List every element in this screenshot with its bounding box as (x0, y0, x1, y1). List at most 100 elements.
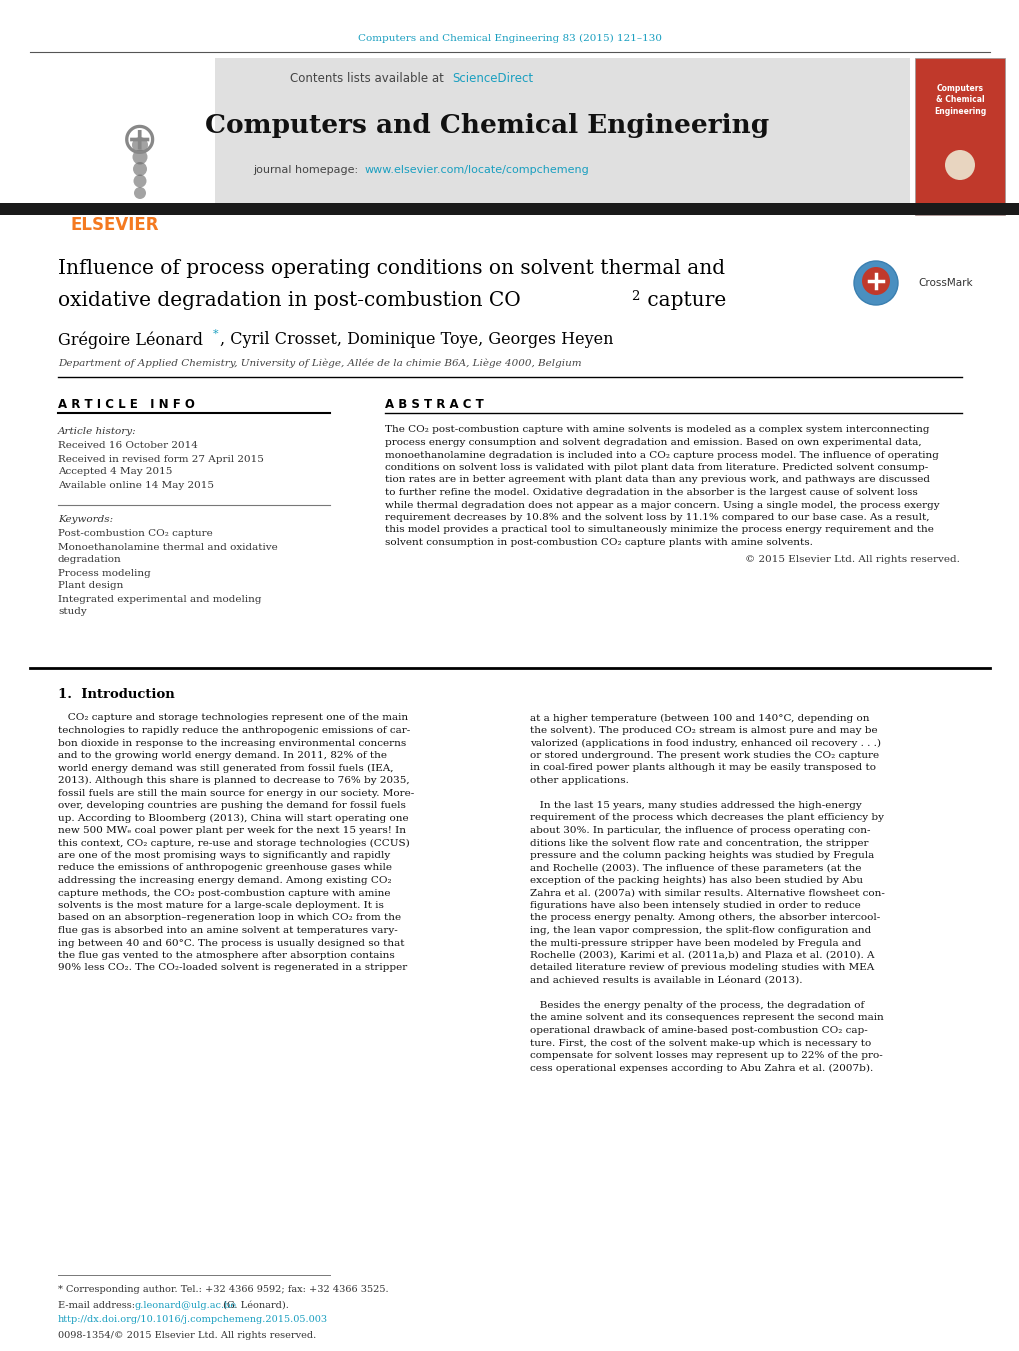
Text: or stored underground. The present work studies the CO₂ capture: or stored underground. The present work … (530, 751, 878, 761)
Text: 0098-1354/© 2015 Elsevier Ltd. All rights reserved.: 0098-1354/© 2015 Elsevier Ltd. All right… (58, 1331, 316, 1339)
Text: Available online 14 May 2015: Available online 14 May 2015 (58, 481, 214, 489)
Text: ing, the lean vapor compression, the split-flow configuration and: ing, the lean vapor compression, the spl… (530, 925, 870, 935)
Text: the solvent). The produced CO₂ stream is almost pure and may be: the solvent). The produced CO₂ stream is… (530, 725, 876, 735)
Text: tion rates are in better agreement with plant data than any previous work, and p: tion rates are in better agreement with … (384, 476, 929, 485)
Text: the amine solvent and its consequences represent the second main: the amine solvent and its consequences r… (530, 1013, 882, 1023)
Text: 2: 2 (631, 289, 639, 303)
Text: * Corresponding author. Tel.: +32 4366 9592; fax: +32 4366 3525.: * Corresponding author. Tel.: +32 4366 9… (58, 1286, 388, 1294)
Text: Accepted 4 May 2015: Accepted 4 May 2015 (58, 467, 172, 477)
Text: requirement of the process which decreases the plant efficiency by: requirement of the process which decreas… (530, 813, 883, 823)
Bar (65, 58, 215, 205)
Text: are one of the most promising ways to significantly and rapidly: are one of the most promising ways to si… (58, 851, 390, 861)
Text: new 500 MWₑ coal power plant per week for the next 15 years! In: new 500 MWₑ coal power plant per week fo… (58, 825, 406, 835)
Text: E-mail address:: E-mail address: (58, 1301, 138, 1309)
Text: and Rochelle (2003). The influence of these parameters (at the: and Rochelle (2003). The influence of th… (530, 863, 861, 873)
Text: and achieved results is available in Léonard (2013).: and achieved results is available in Léo… (530, 975, 802, 985)
Text: valorized (applications in food industry, enhanced oil recovery . . .): valorized (applications in food industry… (530, 739, 880, 747)
Text: The CO₂ post-combustion capture with amine solvents is modeled as a complex syst: The CO₂ post-combustion capture with ami… (384, 426, 928, 435)
Text: at a higher temperature (between 100 and 140°C, depending on: at a higher temperature (between 100 and… (530, 713, 868, 723)
Text: *: * (213, 330, 218, 339)
Text: flue gas is absorbed into an amine solvent at temperatures vary-: flue gas is absorbed into an amine solve… (58, 925, 397, 935)
Text: ing between 40 and 60°C. The process is usually designed so that: ing between 40 and 60°C. The process is … (58, 939, 405, 947)
Circle shape (853, 261, 897, 305)
Text: In the last 15 years, many studies addressed the high-energy: In the last 15 years, many studies addre… (530, 801, 861, 811)
Text: © 2015 Elsevier Ltd. All rights reserved.: © 2015 Elsevier Ltd. All rights reserved… (745, 555, 959, 565)
Text: Zahra et al. (2007a) with similar results. Alternative flowsheet con-: Zahra et al. (2007a) with similar result… (530, 889, 884, 897)
Circle shape (132, 162, 147, 176)
Text: (G. Léonard).: (G. Léonard). (220, 1301, 288, 1309)
Text: Influence of process operating conditions on solvent thermal and: Influence of process operating condition… (58, 258, 725, 277)
Text: detailed literature review of previous modeling studies with MEA: detailed literature review of previous m… (530, 963, 873, 973)
Circle shape (944, 150, 974, 180)
Text: ture. First, the cost of the solvent make-up which is necessary to: ture. First, the cost of the solvent mak… (530, 1039, 870, 1047)
Text: Grégoire Léonard: Grégoire Léonard (58, 331, 203, 349)
Text: the flue gas vented to the atmosphere after absorption contains: the flue gas vented to the atmosphere af… (58, 951, 394, 961)
Text: Integrated experimental and modeling: Integrated experimental and modeling (58, 594, 261, 604)
Text: Computers and Chemical Engineering 83 (2015) 121–130: Computers and Chemical Engineering 83 (2… (358, 34, 661, 43)
Text: Process modeling: Process modeling (58, 569, 151, 577)
Text: ELSEVIER: ELSEVIER (70, 216, 159, 234)
Text: Computers
& Chemical
Engineering: Computers & Chemical Engineering (933, 84, 985, 116)
Circle shape (133, 174, 147, 188)
Circle shape (861, 267, 890, 295)
Text: Contents lists available at: Contents lists available at (290, 72, 447, 85)
Text: fossil fuels are still the main source for energy in our society. More-: fossil fuels are still the main source f… (58, 789, 414, 797)
Text: Besides the energy penalty of the process, the degradation of: Besides the energy penalty of the proces… (530, 1001, 863, 1011)
Text: Received in revised form 27 April 2015: Received in revised form 27 April 2015 (58, 454, 264, 463)
Text: compensate for solvent losses may represent up to 22% of the pro-: compensate for solvent losses may repres… (530, 1051, 881, 1061)
Circle shape (132, 150, 148, 165)
Text: Received 16 October 2014: Received 16 October 2014 (58, 442, 198, 450)
Text: http://dx.doi.org/10.1016/j.compchemeng.2015.05.003: http://dx.doi.org/10.1016/j.compchemeng.… (58, 1316, 328, 1324)
Text: in coal-fired power plants although it may be easily transposed to: in coal-fired power plants although it m… (530, 763, 875, 773)
Text: while thermal degradation does not appear as a major concern. Using a single mod: while thermal degradation does not appea… (384, 500, 938, 509)
Text: the multi-pressure stripper have been modeled by Fregula and: the multi-pressure stripper have been mo… (530, 939, 860, 947)
Text: addressing the increasing energy demand. Among existing CO₂: addressing the increasing energy demand.… (58, 875, 391, 885)
Text: Plant design: Plant design (58, 581, 123, 590)
Text: CrossMark: CrossMark (917, 278, 972, 288)
Text: reduce the emissions of anthropogenic greenhouse gases while: reduce the emissions of anthropogenic gr… (58, 863, 391, 873)
Text: solvent consumption in post-combustion CO₂ capture plants with amine solvents.: solvent consumption in post-combustion C… (384, 538, 812, 547)
Text: pressure and the column packing heights was studied by Fregula: pressure and the column packing heights … (530, 851, 873, 861)
Text: capture: capture (640, 290, 726, 309)
Bar (65, 58, 909, 205)
Text: degradation: degradation (58, 555, 121, 565)
Text: operational drawback of amine-based post-combustion CO₂ cap-: operational drawback of amine-based post… (530, 1025, 867, 1035)
Text: ⊕: ⊕ (121, 119, 159, 162)
Text: requirement decreases by 10.8% and the solvent loss by 11.1% compared to our bas: requirement decreases by 10.8% and the s… (384, 513, 928, 521)
Text: Department of Applied Chemistry, University of Liège, Allée de la chimie B6A, Li: Department of Applied Chemistry, Univers… (58, 358, 581, 367)
Text: world energy demand was still generated from fossil fuels (IEA,: world energy demand was still generated … (58, 763, 393, 773)
Text: other applications.: other applications. (530, 775, 629, 785)
Text: www.elsevier.com/locate/compchemeng: www.elsevier.com/locate/compchemeng (365, 165, 589, 176)
Text: study: study (58, 608, 87, 616)
Text: Monoethanolamine thermal and oxidative: Monoethanolamine thermal and oxidative (58, 543, 277, 551)
Text: the process energy penalty. Among others, the absorber intercool-: the process energy penalty. Among others… (530, 913, 879, 923)
Text: and to the growing world energy demand. In 2011, 82% of the: and to the growing world energy demand. … (58, 751, 386, 761)
Text: up. According to Bloomberg (2013), China will start operating one: up. According to Bloomberg (2013), China… (58, 813, 409, 823)
Text: 1.  Introduction: 1. Introduction (58, 689, 174, 701)
Text: figurations have also been intensely studied in order to reduce: figurations have also been intensely stu… (530, 901, 860, 911)
Text: conditions on solvent loss is validated with pilot plant data from literature. P: conditions on solvent loss is validated … (384, 463, 927, 471)
Text: Computers and Chemical Engineering: Computers and Chemical Engineering (205, 112, 768, 138)
Circle shape (131, 136, 148, 153)
Circle shape (133, 186, 146, 199)
Text: Keywords:: Keywords: (58, 516, 113, 524)
Text: Article history:: Article history: (58, 427, 137, 436)
Text: Rochelle (2003), Karimi et al. (2011a,b) and Plaza et al. (2010). A: Rochelle (2003), Karimi et al. (2011a,b)… (530, 951, 873, 961)
Text: capture methods, the CO₂ post-combustion capture with amine: capture methods, the CO₂ post-combustion… (58, 889, 390, 897)
Text: about 30%. In particular, the influence of process operating con-: about 30%. In particular, the influence … (530, 825, 869, 835)
Text: ditions like the solvent flow rate and concentration, the stripper: ditions like the solvent flow rate and c… (530, 839, 867, 847)
Text: solvents is the most mature for a large-scale deployment. It is: solvents is the most mature for a large-… (58, 901, 383, 911)
Text: oxidative degradation in post-combustion CO: oxidative degradation in post-combustion… (58, 290, 521, 309)
Text: A B S T R A C T: A B S T R A C T (384, 399, 483, 412)
Text: this model provides a practical tool to simultaneously minimize the process ener: this model provides a practical tool to … (384, 526, 933, 535)
Text: process energy consumption and solvent degradation and emission. Based on own ex: process energy consumption and solvent d… (384, 438, 921, 447)
Text: monoethanolamine degradation is included into a CO₂ capture process model. The i: monoethanolamine degradation is included… (384, 450, 937, 459)
Text: cess operational expenses according to Abu Zahra et al. (2007b).: cess operational expenses according to A… (530, 1063, 872, 1073)
Text: this context, CO₂ capture, re-use and storage technologies (CCUS): this context, CO₂ capture, re-use and st… (58, 839, 410, 847)
Text: over, developing countries are pushing the demand for fossil fuels: over, developing countries are pushing t… (58, 801, 406, 811)
Bar (0, 203, 1019, 215)
Text: exception of the packing heights) has also been studied by Abu: exception of the packing heights) has al… (530, 875, 862, 885)
Text: A R T I C L E   I N F O: A R T I C L E I N F O (58, 399, 195, 412)
Text: journal homepage:: journal homepage: (253, 165, 362, 176)
Text: Post-combustion CO₂ capture: Post-combustion CO₂ capture (58, 530, 213, 539)
